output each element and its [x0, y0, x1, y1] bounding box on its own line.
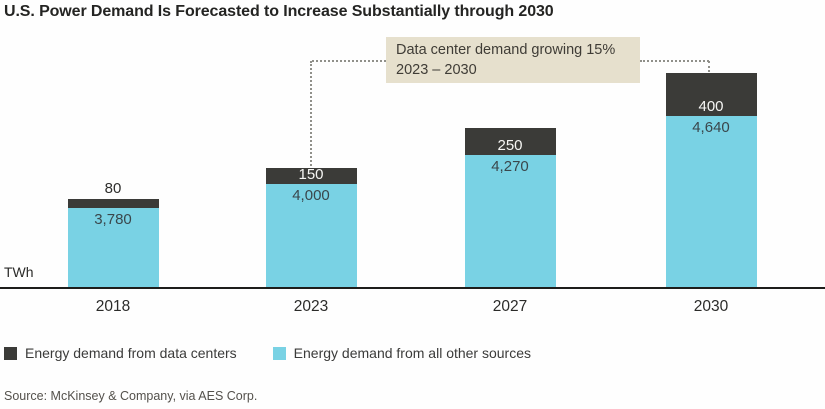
- bar-2023-data-centers-value: 150: [298, 166, 324, 183]
- bar-2027-data-centers-value: 250: [497, 137, 523, 154]
- bar-2030-data-centers-value: 400: [698, 98, 724, 115]
- bar-2023-other-sources-value: 4,000: [292, 187, 330, 204]
- x-axis-tick-2023: 2023: [293, 298, 329, 315]
- bar-2018-data-centers-segment: [67, 199, 159, 208]
- source-note: Source: McKinsey & Company, via AES Corp…: [4, 389, 258, 403]
- bar-2027-other-sources-segment: [464, 155, 556, 288]
- legend-swatch-data-centers: [4, 346, 17, 360]
- legend-label-other-sources: Energy demand from all other sources: [293, 345, 532, 361]
- bar-2030-other-sources-segment: [665, 116, 757, 288]
- bar-2027-other-sources-value: 4,270: [491, 158, 529, 175]
- annotation-line-1: Data center demand growing 15%: [396, 42, 616, 58]
- chart-title: U.S. Power Demand Is Forecasted to Incre…: [4, 3, 554, 20]
- x-axis-tick-2030: 2030: [693, 298, 729, 315]
- legend-item-data-centers: Energy demand from data centers: [4, 345, 237, 361]
- annotation-line-2: 2023 – 2030: [396, 62, 477, 78]
- y-axis-unit-label: TWh: [4, 264, 34, 280]
- bar-2018-other-sources-value: 3,780: [94, 211, 132, 228]
- x-axis-line: [0, 287, 825, 289]
- bar-2030-data-centers-segment: [665, 73, 757, 116]
- connector-right-horizontal-dotted-line: [640, 60, 709, 62]
- bar-2030-other-sources-value: 4,640: [692, 119, 730, 136]
- x-axis-tick-2018: 2018: [95, 298, 131, 315]
- legend-item-other-sources: Energy demand from all other sources: [272, 345, 532, 361]
- connector-right-vertical-dotted-line: [708, 61, 710, 72]
- bar-2018-data-centers-value: 80: [104, 180, 122, 197]
- legend: Energy demand from data centers Energy de…: [4, 345, 531, 361]
- annotation-callout: Data center demand growing 15% 2023 – 20…: [386, 37, 640, 83]
- legend-swatch-other-sources: [272, 346, 286, 360]
- connector-left-horizontal-dotted-line: [312, 60, 386, 62]
- x-axis-tick-2027: 2027: [492, 298, 528, 315]
- bar-2027-data-centers-segment: [464, 128, 556, 155]
- bar-2023-other-sources-segment: [265, 184, 357, 288]
- bar-2023-data-centers-segment: [265, 168, 357, 184]
- bar-2018-other-sources-segment: [67, 208, 159, 288]
- legend-label-data-centers: Energy demand from data centers: [25, 345, 237, 361]
- connector-left-vertical-dotted-line: [310, 61, 312, 166]
